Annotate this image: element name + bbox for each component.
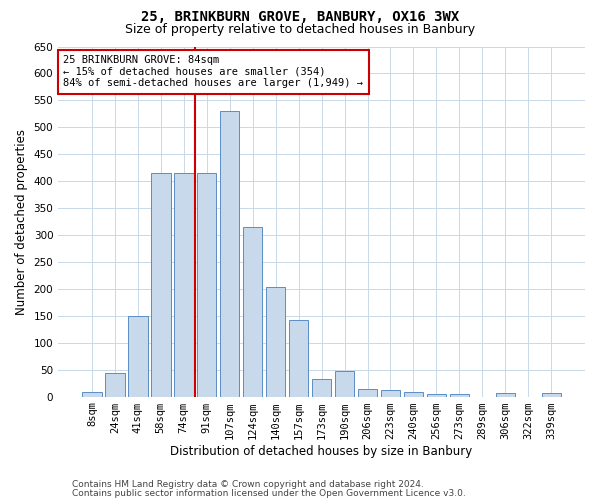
Bar	[151, 173, 170, 396]
Bar	[197, 173, 217, 396]
Bar	[404, 392, 423, 396]
Bar	[289, 320, 308, 396]
Bar	[449, 394, 469, 396]
Text: Size of property relative to detached houses in Banbury: Size of property relative to detached ho…	[125, 22, 475, 36]
Bar	[335, 372, 355, 396]
Bar	[105, 373, 125, 396]
Bar	[312, 379, 331, 396]
Bar	[174, 173, 194, 396]
Bar	[381, 390, 400, 396]
Bar	[128, 316, 148, 396]
Text: Contains public sector information licensed under the Open Government Licence v3: Contains public sector information licen…	[72, 488, 466, 498]
Bar	[542, 394, 561, 396]
Bar	[82, 392, 101, 396]
Bar	[496, 394, 515, 396]
Bar	[358, 389, 377, 396]
Text: Contains HM Land Registry data © Crown copyright and database right 2024.: Contains HM Land Registry data © Crown c…	[72, 480, 424, 489]
Text: 25 BRINKBURN GROVE: 84sqm
← 15% of detached houses are smaller (354)
84% of semi: 25 BRINKBURN GROVE: 84sqm ← 15% of detac…	[64, 56, 364, 88]
Y-axis label: Number of detached properties: Number of detached properties	[15, 128, 28, 314]
Bar	[243, 227, 262, 396]
X-axis label: Distribution of detached houses by size in Banbury: Distribution of detached houses by size …	[170, 444, 473, 458]
Bar	[427, 394, 446, 396]
Text: 25, BRINKBURN GROVE, BANBURY, OX16 3WX: 25, BRINKBURN GROVE, BANBURY, OX16 3WX	[141, 10, 459, 24]
Bar	[266, 287, 286, 397]
Bar	[220, 111, 239, 397]
